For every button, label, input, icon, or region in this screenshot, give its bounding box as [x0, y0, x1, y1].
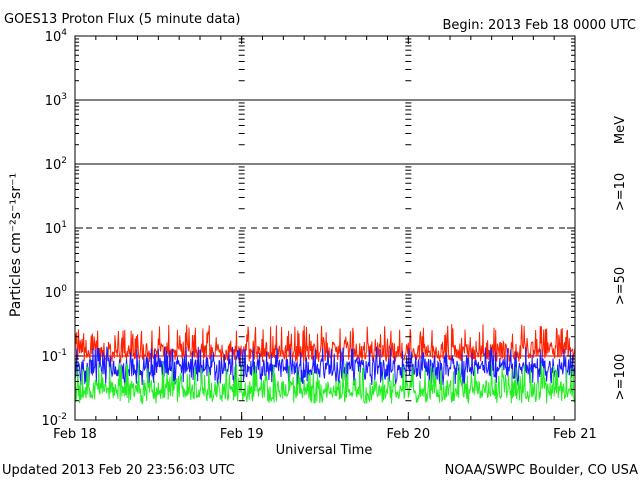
y-axis-label: Particles cm⁻²s⁻¹sr⁻¹ — [8, 173, 24, 317]
x-tick-label-3: Feb 21 — [553, 427, 597, 442]
legend: MeV >=10 >=50 >=100 — [613, 116, 628, 400]
y-tick-label-6: 104 — [45, 28, 68, 45]
legend-ge100: >=100 — [613, 354, 628, 401]
source-credit: NOAA/SWPC Boulder, CO USA — [445, 463, 638, 478]
updated-timestamp: Updated 2013 Feb 20 23:56:03 UTC — [2, 463, 235, 478]
y-tick-label-5: 103 — [45, 92, 67, 109]
x-tick-label-0: Feb 18 — [53, 427, 97, 442]
y-tick-label-4: 102 — [45, 156, 67, 173]
x-tick-label-1: Feb 19 — [220, 427, 264, 442]
x-axis-label: Universal Time — [276, 443, 373, 458]
threshold-lines — [75, 99, 575, 357]
y-tick-label-2: 100 — [45, 284, 68, 301]
begin-label: Begin: 2013 Feb 18 0000 UTC — [442, 18, 636, 33]
plot-frame — [74, 35, 576, 421]
y-ticks: 10-2 10-1 100 101 102 103 104 — [41, 28, 575, 429]
legend-ge10: >=10 — [613, 173, 628, 211]
legend-ge50: >=50 — [613, 267, 628, 305]
series-line-1 — [74, 346, 576, 386]
x-ticks: Feb 18 Feb 19 Feb 20 Feb 21 — [53, 36, 597, 442]
y-tick-label-1: 10-1 — [41, 348, 67, 365]
chart-title: GOES13 Proton Flux (5 minute data) — [4, 12, 240, 27]
series-layer — [74, 324, 576, 405]
x-tick-label-2: Feb 20 — [386, 427, 430, 442]
y-tick-label-0: 10-2 — [41, 412, 67, 429]
legend-units: MeV — [613, 116, 628, 144]
series-line-2 — [74, 362, 576, 405]
y-tick-label-3: 101 — [45, 220, 67, 237]
